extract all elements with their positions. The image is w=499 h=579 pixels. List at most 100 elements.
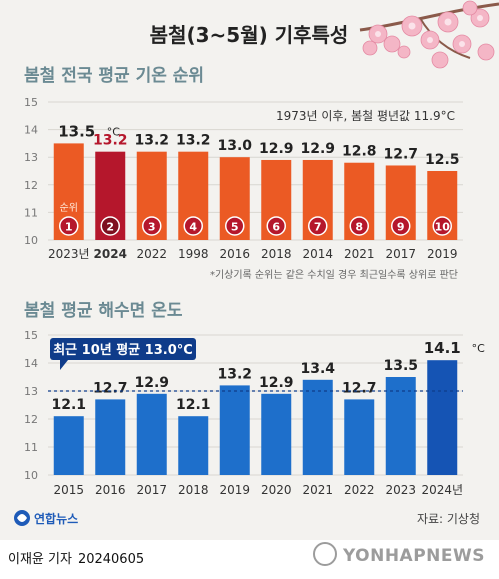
chart-1-category-label: 2014 bbox=[302, 247, 333, 261]
chart-1-category-label: 2019 bbox=[427, 247, 458, 261]
chart-2-bar bbox=[385, 377, 416, 475]
chart-1-rank-number: 3 bbox=[148, 221, 156, 234]
chart-1-category-label: 2023년 bbox=[48, 247, 90, 261]
chart-1-rank-badge bbox=[349, 216, 369, 236]
chart-2-ytick-label: 10 bbox=[24, 469, 38, 482]
infographic-card: 봄철(3~5월) 기후특성 봄철 전국 평균 기온 순위 1973년 이후, 봄… bbox=[0, 0, 499, 540]
chart-2-bar bbox=[219, 385, 250, 475]
chart-1-unit-label: °C bbox=[107, 125, 121, 138]
chart-2-value-label: 13.4 bbox=[300, 361, 335, 377]
chart-1-value-label: 13.2 bbox=[176, 133, 211, 149]
chart-2-value-label: 12.9 bbox=[134, 375, 169, 391]
publish-date: 20240605 bbox=[77, 552, 145, 567]
chart-2-reference-pointer bbox=[60, 360, 68, 370]
chart-1-note: *기상기록 순위는 같은 수치일 경우 최근일수록 상위로 판단 bbox=[210, 268, 458, 281]
chart-1-rank-badge bbox=[391, 216, 411, 236]
chart-2-category-label: 2021 bbox=[302, 483, 333, 497]
chart-2-reference-label: 최근 10년 평균 13.0°C bbox=[53, 342, 193, 358]
chart-1-rank-number: 6 bbox=[272, 221, 280, 234]
chart-1-category-label: 1998 bbox=[178, 247, 209, 261]
chart-1-title: 봄철 전국 평균 기온 순위 bbox=[24, 66, 204, 86]
watermark: YONHAPNEWS bbox=[312, 542, 485, 568]
chart-1-value-label: 13.2 bbox=[93, 133, 128, 149]
chart-1-rank-badge bbox=[142, 216, 162, 236]
chart-1-rank-caption: 순위 bbox=[60, 201, 78, 214]
chart-1-value-label: 12.8 bbox=[342, 144, 377, 160]
chart-2-bar bbox=[53, 416, 84, 475]
chart-1-value-label: 12.9 bbox=[300, 141, 335, 157]
chart-1-category-label: 2017 bbox=[385, 247, 416, 261]
chart-1-rank-number: 10 bbox=[435, 221, 451, 234]
main-title: 봄철(3~5월) 기후특성 bbox=[150, 23, 349, 47]
chart-1-rank-badge bbox=[308, 216, 328, 236]
chart-2-category-label: 2023 bbox=[385, 483, 416, 497]
chart-2-value-label: 12.7 bbox=[93, 380, 128, 396]
chart-1-ytick-label: 12 bbox=[24, 179, 38, 192]
chart-2-ytick-label: 14 bbox=[24, 357, 38, 370]
chart-1-ytick-label: 13 bbox=[24, 151, 38, 164]
chart-2-category-label: 2015 bbox=[53, 483, 84, 497]
chart-1-rank-number: 9 bbox=[397, 221, 405, 234]
chart-2-category-label: 2019 bbox=[219, 483, 250, 497]
chart-2-category-label: 2018 bbox=[178, 483, 209, 497]
chart-2-value-label: 12.1 bbox=[51, 397, 86, 413]
chart-1-rank-badge bbox=[100, 216, 120, 236]
chart-2-category-label: 2020 bbox=[261, 483, 292, 497]
chart-1-rank-number: 1 bbox=[65, 221, 73, 234]
source-text: 자료: 기상청 bbox=[417, 512, 480, 526]
chart-1-category-label: 2016 bbox=[219, 247, 250, 261]
chart-2-reference-label-box bbox=[50, 338, 196, 360]
chart-2-ytick-label: 15 bbox=[24, 329, 38, 342]
chart-2-bar bbox=[95, 399, 126, 475]
chart-2-value-label: 12.1 bbox=[176, 397, 211, 413]
chart-2-unit-label: °C bbox=[472, 342, 486, 355]
chart-2-ytick-label: 13 bbox=[24, 385, 38, 398]
chart-1-category-label: 2022 bbox=[136, 247, 167, 261]
chart-2-title: 봄철 평균 해수면 온도 bbox=[24, 301, 183, 321]
chart-2-bar bbox=[302, 379, 333, 475]
chart-1-rank-number: 5 bbox=[231, 221, 239, 234]
watermark-text: YONHAPNEWS bbox=[342, 546, 485, 566]
chart-2-value-label: 12.9 bbox=[259, 375, 294, 391]
chart-2-plot: 10 11 12 13 14 15 12.1 2015 12.7 2016 12.9 2017 12.1… bbox=[24, 329, 485, 497]
chart-1-category-label: 2021 bbox=[344, 247, 375, 261]
chart-2-bar bbox=[178, 416, 209, 475]
chart-1-rank-badge bbox=[59, 216, 79, 236]
chart-1-plot: 10 11 12 13 14 15 13.5 °C 1 순위 2023년 13.2 2 2024 13.2 3… bbox=[24, 96, 463, 261]
chart-2-bar bbox=[344, 399, 375, 475]
chart-1-rank-number: 2 bbox=[106, 221, 114, 234]
chart-1-ytick-label: 15 bbox=[24, 96, 38, 109]
chart-2-bar bbox=[427, 360, 458, 475]
chart-1-ytick-label: 11 bbox=[24, 206, 38, 219]
chart-1-ytick-label: 10 bbox=[24, 234, 38, 247]
yonhap-logo: 연합뉴스 bbox=[14, 510, 78, 526]
logo-text: 연합뉴스 bbox=[34, 511, 78, 526]
chart-2-value-label: 13.2 bbox=[217, 366, 252, 382]
chart-1-value-label: 13.2 bbox=[134, 133, 169, 149]
chart-1-category-label: 2018 bbox=[261, 247, 292, 261]
chart-1-ytick-label: 14 bbox=[24, 124, 38, 137]
chart-2-bar bbox=[261, 393, 292, 475]
chart-1-value-label: 12.7 bbox=[383, 146, 418, 162]
chart-1-rank-number: 4 bbox=[189, 221, 197, 234]
chart-2-bar bbox=[136, 393, 167, 475]
chart-1-rank-badge bbox=[266, 216, 286, 236]
chart-1-value-label: 13.0 bbox=[217, 138, 252, 154]
chart-2-ytick-label: 12 bbox=[24, 413, 38, 426]
watermark-logo-icon bbox=[312, 542, 337, 566]
chart-2-category-label: 2017 bbox=[136, 483, 167, 497]
chart-2-value-label: 12.7 bbox=[342, 380, 377, 396]
chart-1-rank-number: 8 bbox=[355, 221, 363, 234]
chart-1-rank-badge bbox=[225, 216, 245, 236]
chart-2-value-label: 14.1 bbox=[424, 339, 461, 357]
chart-1-category-label: 2024 bbox=[94, 247, 127, 261]
footer-bar bbox=[0, 540, 499, 579]
chart-1-annotation: 1973년 이후, 봄철 평년값 11.9°C bbox=[276, 109, 455, 123]
chart-2-category-label: 2016 bbox=[95, 483, 126, 497]
chart-1-value-label: 13.5 bbox=[58, 122, 95, 140]
chart-2-value-label: 13.5 bbox=[383, 358, 418, 374]
chart-1-rank-badge bbox=[432, 216, 452, 236]
chart-canvas: 봄철(3~5월) 기후특성 봄철 전국 평균 기온 순위 1973년 이후, 봄… bbox=[14, 0, 499, 526]
chart-2-category-label: 2022 bbox=[344, 483, 375, 497]
reporter-name: 이재윤 기자 bbox=[8, 552, 72, 567]
